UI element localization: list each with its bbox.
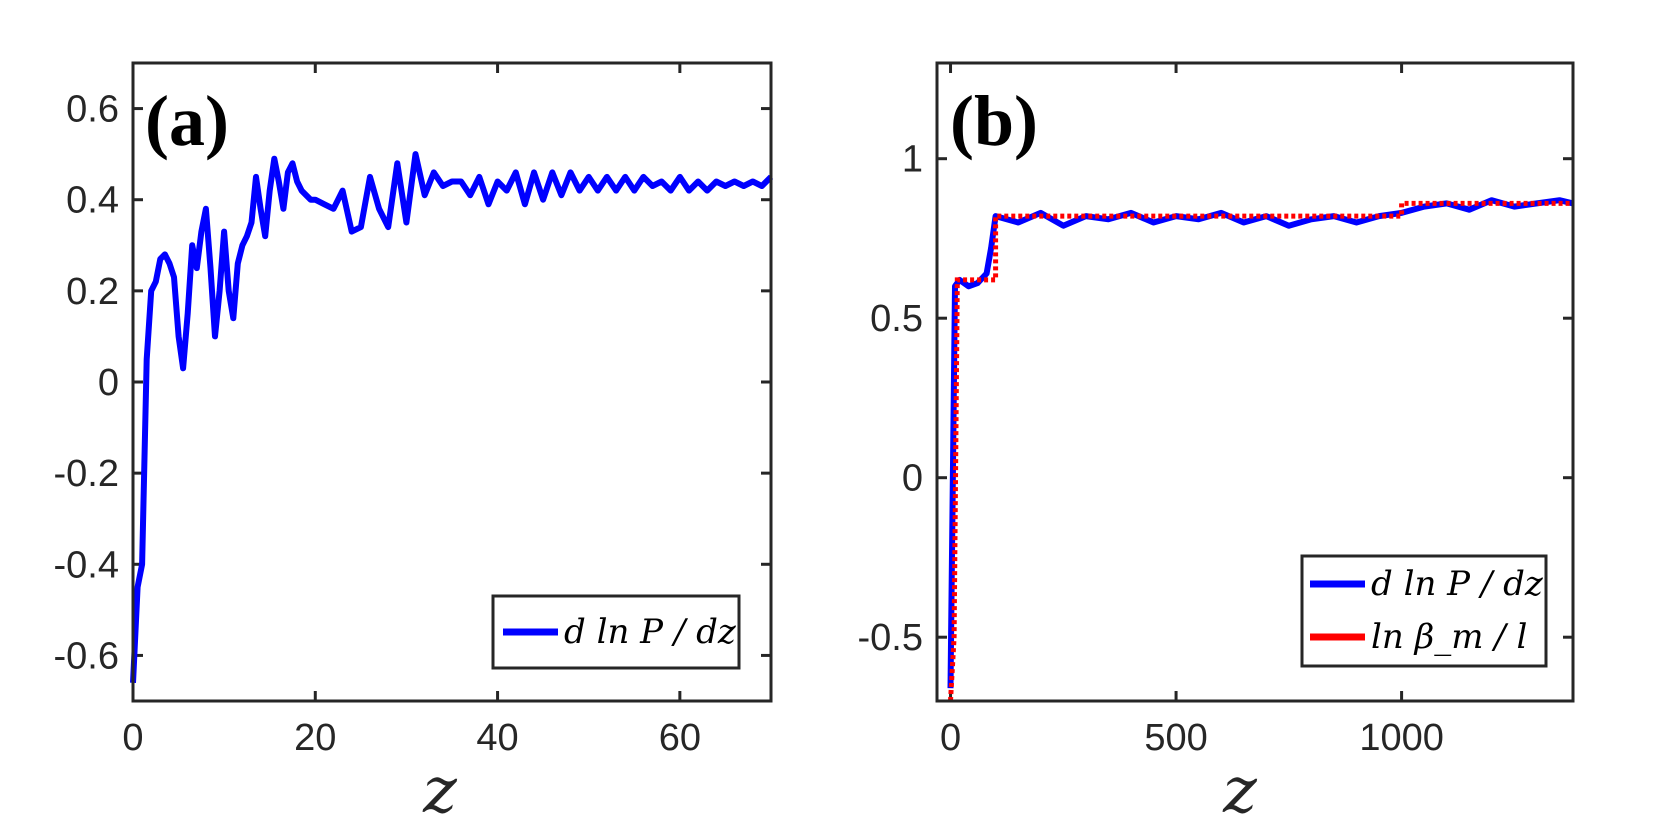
panel-a-axes-frame <box>131 61 773 703</box>
panel-b-legend-box <box>1300 554 1548 668</box>
panel-a-xticks: 0 20 40 60 <box>122 63 701 759</box>
panel-b-xlabel: z <box>1222 754 1258 828</box>
panel-a-ytick-label: 0.6 <box>66 89 119 131</box>
panel-b-ytick-label: 0 <box>902 458 923 500</box>
panel-b-label: (b) <box>950 81 1038 161</box>
panel-a-ytick-label: -0.6 <box>54 635 119 677</box>
panel-b-legend: d ln P / dz ln β_m / l <box>1300 554 1548 668</box>
panel-a-label: (a) <box>145 81 229 161</box>
panel-b-axes-frame <box>935 61 1575 703</box>
panel-a-yticks: -0.6 -0.4 -0.2 0 0.2 0.4 0.6 <box>54 89 771 677</box>
panel-a-xlabel: z <box>422 754 458 828</box>
panel-a-legend-label: d ln P / dz <box>564 612 737 652</box>
panel-b-legend-label-red: ln β_m / l <box>1371 617 1527 657</box>
panel-b-xtick-label: 1000 <box>1359 717 1444 759</box>
panel-b-ytick-label: 1 <box>902 139 923 181</box>
panel-a-xtick-label: 0 <box>122 717 143 759</box>
panel-a-ytick-label: 0.2 <box>66 271 119 313</box>
panel-a: -0.6 -0.4 -0.2 0 0.2 0.4 0.6 0 20 40 60 (a) z d l… <box>54 61 774 828</box>
panel-b: -0.5 0 0.5 1 0 500 1000 (b) z d ln P / dz ln … <box>858 61 1575 828</box>
panel-a-legend: d ln P / dz <box>491 594 741 670</box>
panel-b-ytick-label: 0.5 <box>870 298 923 340</box>
panel-b-xticks: 0 500 1000 <box>940 63 1444 759</box>
panel-a-ytick-label: 0 <box>98 362 119 404</box>
panel-b-series-lnbeta-line <box>948 200 1573 702</box>
panel-b-yticks: -0.5 0 0.5 1 <box>858 139 1573 659</box>
panel-b-xtick-label: 0 <box>940 717 961 759</box>
panel-a-ytick-label: -0.2 <box>54 453 119 495</box>
panel-a-xtick-label: 60 <box>659 717 701 759</box>
panel-a-ytick-label: -0.4 <box>54 544 119 586</box>
panel-a-xtick-label: 20 <box>294 717 336 759</box>
panel-b-legend-label-blue: d ln P / dz <box>1371 564 1544 604</box>
panel-a-xtick-label: 40 <box>476 717 518 759</box>
panel-b-ytick-label: -0.5 <box>858 617 923 659</box>
panel-a-series-dlnP-line <box>130 151 774 683</box>
panel-b-xtick-label: 500 <box>1144 717 1207 759</box>
panel-a-legend-box <box>491 594 741 670</box>
panel-a-ytick-label: 0.4 <box>66 180 119 222</box>
